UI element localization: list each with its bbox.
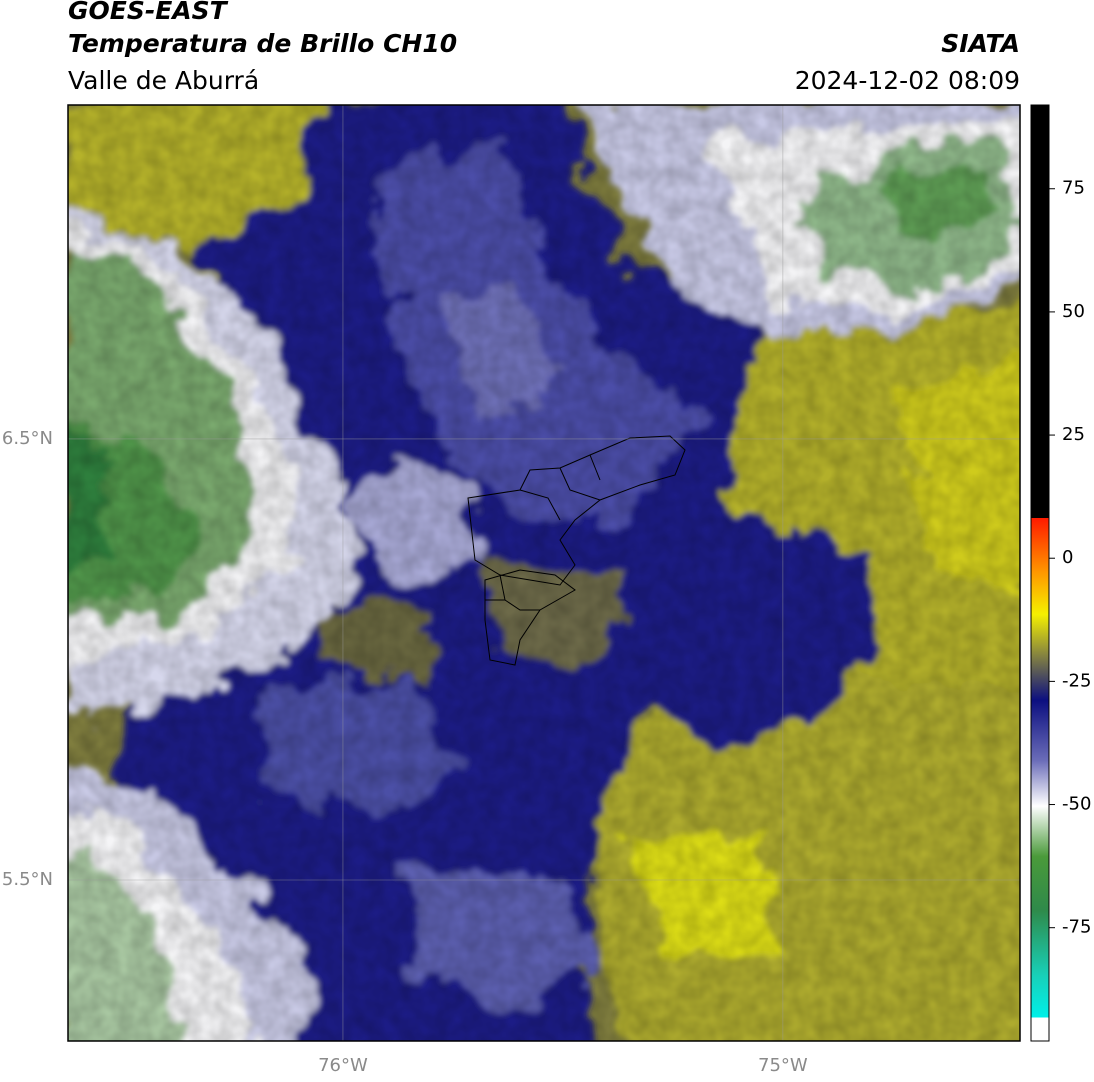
colorbar-tick-label: -75	[1062, 917, 1091, 938]
source: SIATA	[941, 29, 1020, 58]
boundaries	[467, 435, 686, 666]
colorbar-tick-label: 0	[1062, 547, 1073, 568]
lat-tick-label: 5.5°N	[2, 869, 53, 890]
lon-tick-label: 75°W	[758, 1055, 808, 1076]
colorbar-tick-label: 75	[1062, 178, 1085, 199]
colorbar-tick-label: -25	[1062, 670, 1091, 691]
datetime: 2024-12-02 08:09	[795, 66, 1020, 95]
colorbar	[1030, 104, 1050, 1042]
map-frame	[67, 104, 1021, 1042]
lon-tick-label: 76°W	[318, 1055, 368, 1076]
subtitle: Temperatura de Brillo CH10	[68, 29, 457, 58]
lat-tick-label: 6.5°N	[2, 428, 53, 449]
colorbar-tick-label: 50	[1062, 301, 1085, 322]
colorbar-tick-label: 25	[1062, 424, 1085, 445]
map-image	[68, 105, 1020, 1041]
title: GOES-EAST	[68, 0, 229, 25]
graticule	[68, 105, 1020, 1041]
colorbar-tick-label: -50	[1062, 794, 1091, 815]
region: Valle de Aburrá	[68, 66, 259, 95]
